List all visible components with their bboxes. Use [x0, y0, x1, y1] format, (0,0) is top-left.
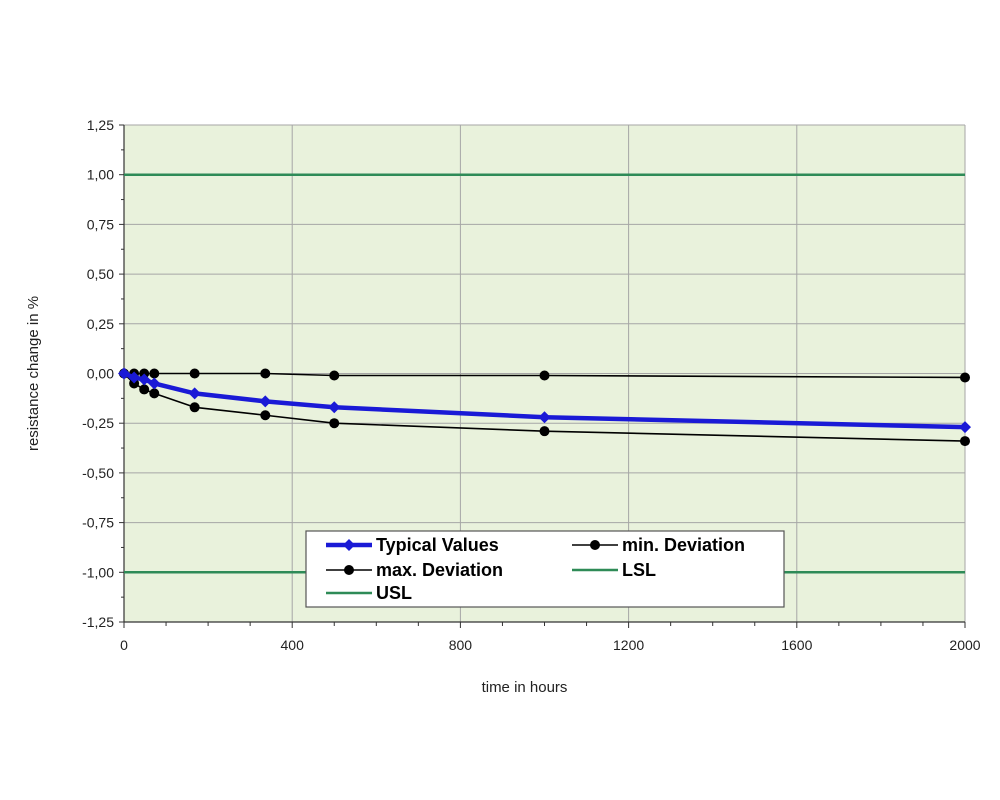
data-point-min-deviation: [260, 368, 271, 379]
legend: Typical Values min. Deviation max. Deviati…: [305, 530, 785, 608]
data-point-min-deviation: [960, 372, 970, 383]
y-tick-label: 0,50: [87, 266, 114, 282]
y-tick-label: -1,25: [82, 614, 114, 630]
y-tick-label: 0,75: [87, 216, 114, 232]
y-tick-label: 1,25: [87, 117, 114, 133]
x-tick-label: 0: [120, 637, 128, 653]
y-tick-label: -0,25: [82, 415, 114, 431]
legend-swatch-marker: [590, 540, 600, 550]
legend-entry-max-deviation: max. Deviation: [326, 560, 503, 580]
legend-label: min. Deviation: [622, 535, 745, 555]
legend-label: USL: [376, 583, 412, 603]
data-point-min-deviation: [329, 370, 340, 381]
legend-entry-lsl: LSL: [572, 560, 656, 580]
data-point-max-deviation: [329, 418, 340, 429]
data-point-typical-values: [328, 401, 341, 414]
legend-swatch-marker: [344, 565, 354, 575]
x-axis-title: time in hours: [482, 679, 568, 696]
data-point-typical-values: [148, 377, 161, 390]
legend-label: max. Deviation: [376, 560, 503, 580]
x-tick-label: 2000: [949, 637, 980, 653]
series-min-deviation: [119, 368, 970, 383]
y-tick-label: -0,50: [82, 465, 114, 481]
data-point-typical-values: [118, 367, 130, 380]
legend-box: [305, 530, 785, 608]
data-point-min-deviation: [539, 370, 550, 381]
data-point-max-deviation: [189, 402, 200, 413]
y-tick-label: -1,00: [82, 564, 114, 580]
x-tick-labels: 0 400 800 1200 1600 2000: [120, 637, 981, 653]
data-point-min-deviation: [189, 368, 200, 379]
series-typical-values: [118, 367, 971, 434]
y-tick-labels: 1,25 1,00 0,75 0,50 0,25 0,00 -0,25 -0,50 -0,75 -…: [82, 117, 114, 630]
data-point-max-deviation: [149, 388, 160, 399]
data-point-max-deviation: [960, 436, 970, 447]
data-point-typical-values: [538, 411, 551, 424]
x-tick-label: 1600: [781, 637, 812, 653]
y-axis-title: resistance change in %: [25, 296, 42, 451]
y-tick-label: 0,25: [87, 316, 114, 332]
data-point-max-deviation: [260, 410, 271, 421]
data-point-max-deviation: [539, 426, 550, 437]
data-point-max-deviation: [139, 384, 150, 395]
y-tick-label: 0,00: [87, 366, 114, 382]
x-tick-label: 800: [449, 637, 473, 653]
data-point-typical-values: [959, 421, 971, 434]
legend-swatch-marker: [343, 539, 355, 551]
x-tick-label: 400: [281, 637, 305, 653]
x-tick-label: 1200: [613, 637, 644, 653]
series: [118, 173, 971, 574]
legend-label: LSL: [622, 560, 656, 580]
legend-entry-min-deviation: min. Deviation: [572, 535, 745, 555]
y-tick-label: 1,00: [87, 167, 114, 183]
legend-entry-usl: USL: [326, 583, 412, 603]
legend-label: Typical Values: [376, 535, 499, 555]
data-point-typical-values: [128, 371, 141, 384]
data-point-min-deviation: [149, 368, 160, 379]
data-point-typical-values: [259, 395, 272, 408]
legend-entry-typical-values: Typical Values: [326, 535, 499, 555]
data-point-typical-values: [188, 387, 201, 400]
y-tick-label: -0,75: [82, 515, 114, 531]
data-point-typical-values: [138, 373, 151, 386]
